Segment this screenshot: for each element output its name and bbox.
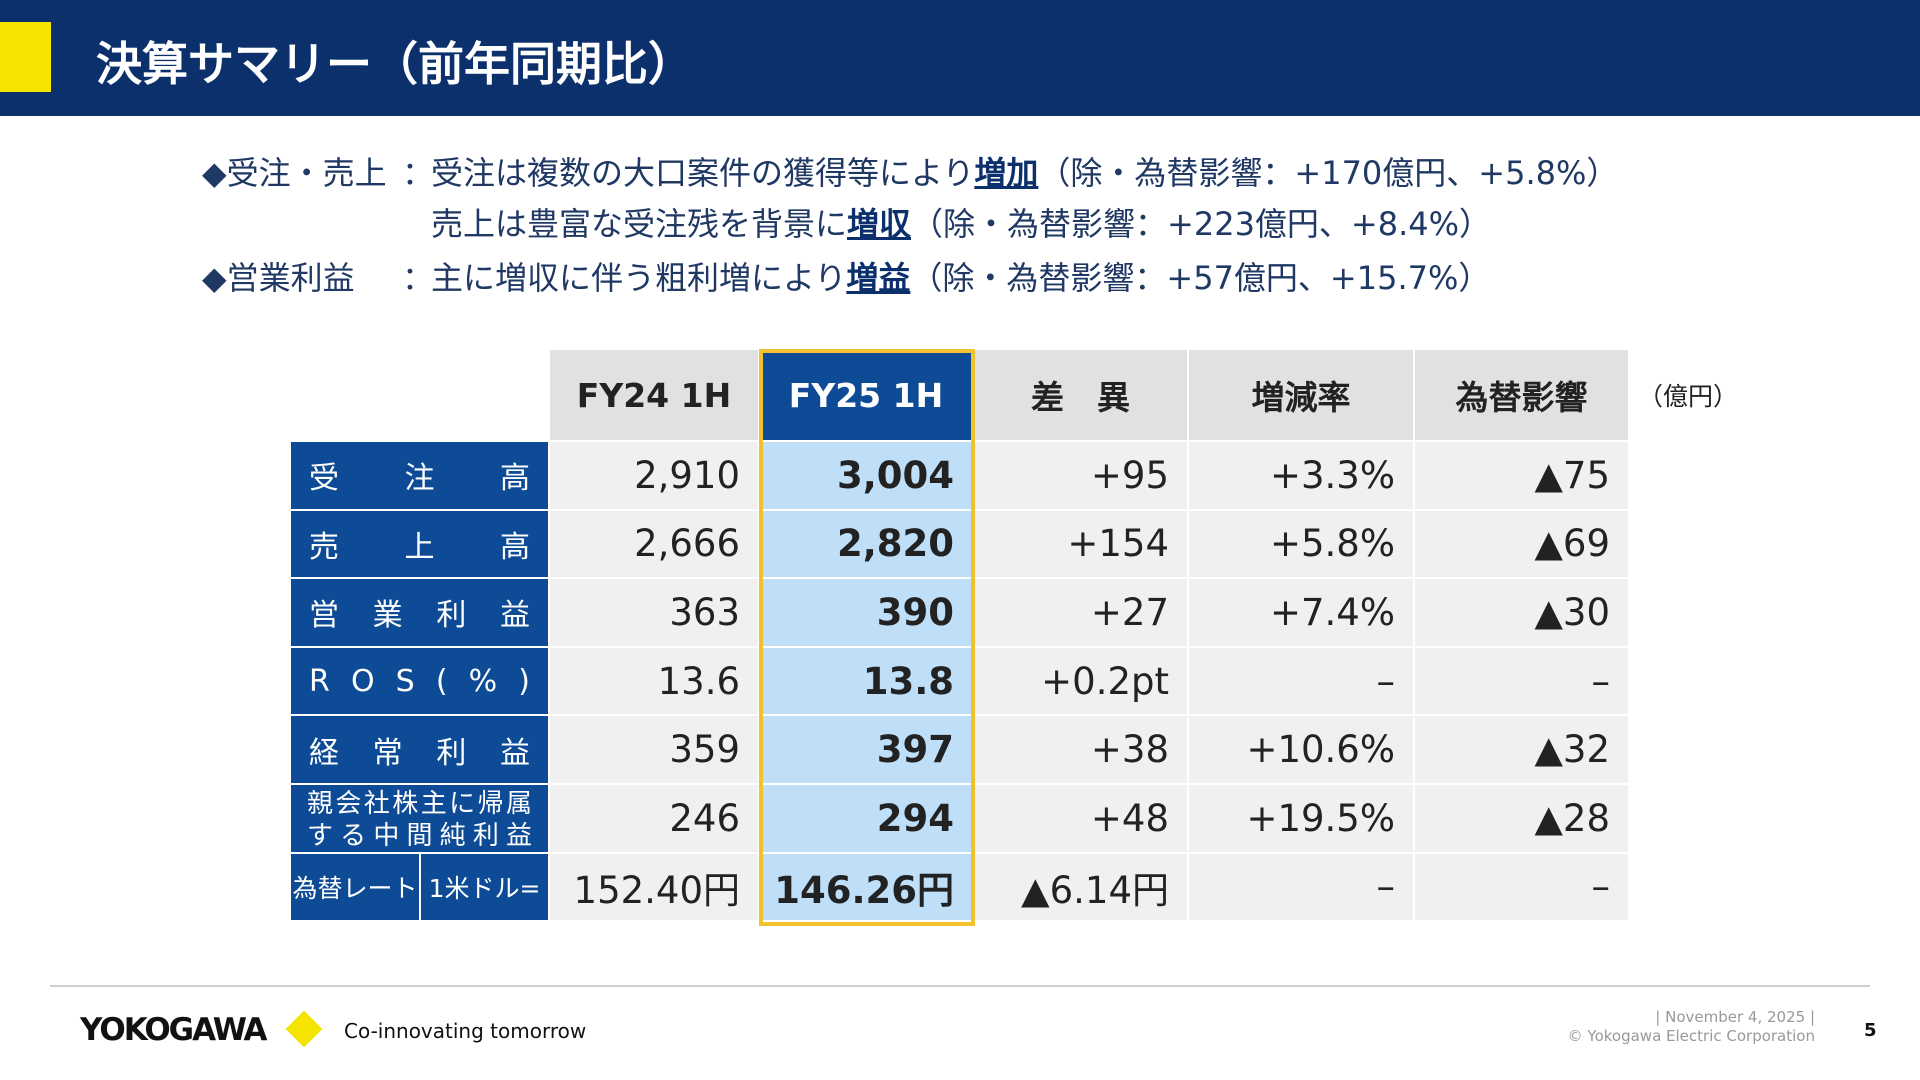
table-cell: ▲69 — [1414, 509, 1629, 579]
table-cell: ▲30 — [1414, 578, 1629, 647]
table-cell: 13.6 — [549, 646, 759, 716]
summary-note: （除・為替影響：+57億円、+15.7%） — [910, 259, 1491, 297]
table-cell: +95 — [973, 441, 1188, 510]
title: 決算サマリー（前年同期比） — [96, 37, 694, 91]
summary-note: （除・為替影響：+223億円、+8.4%） — [911, 205, 1492, 243]
brand: YOKOGAWA — [80, 1012, 268, 1048]
row-label: 売上高 — [290, 509, 549, 579]
table-cell: +19.5% — [1188, 784, 1414, 853]
highlight-frame — [759, 349, 975, 926]
table-cell: +38 — [973, 715, 1188, 784]
brand-diamond — [285, 1010, 323, 1048]
unit: （億円） — [1638, 382, 1739, 411]
summary-line: ◆受注・売上 ：受注は複数の大口案件の獲得等により増加（除・為替影響：+170億円… — [202, 148, 1618, 194]
table-cell: 3,004 — [759, 441, 973, 510]
table-cell: +154 — [973, 509, 1188, 579]
table-cell: 294 — [759, 784, 973, 853]
table-cell: +5.8% — [1188, 509, 1414, 579]
table-cell: 397 — [759, 715, 973, 784]
table-cell: 2,666 — [549, 509, 759, 579]
row-label: R O S(%) — [290, 646, 549, 716]
separator: ： — [402, 154, 435, 192]
table-cell: – — [1188, 646, 1414, 716]
table-cell: 152.40円 — [549, 852, 759, 922]
table-cell: +3.3% — [1188, 441, 1414, 510]
table-cell: 246 — [549, 784, 759, 853]
row-label: 営業利益 — [290, 578, 549, 647]
row-label: 親会社株主に帰属する中間純利益 — [290, 784, 549, 853]
summary-emphasis: 増益 — [846, 259, 911, 297]
column-header: FY24 1H — [549, 349, 759, 441]
summary-emphasis: 増加 — [974, 154, 1039, 192]
table-cell: +48 — [973, 784, 1188, 853]
row-label: 為替レート — [290, 852, 420, 922]
row-label: 受注高 — [290, 441, 549, 510]
table-cell: ▲32 — [1414, 715, 1629, 784]
table-cell: +7.4% — [1188, 578, 1414, 647]
table-cell: 2,820 — [759, 509, 973, 579]
column-header: 為替影響 — [1414, 349, 1629, 441]
column-header: 増減率 — [1188, 349, 1414, 441]
summary-label: ◆受注・売上 — [202, 154, 387, 192]
table-cell: 2,910 — [549, 441, 759, 510]
tagline: Co-innovating tomorrow — [344, 1019, 587, 1043]
table-cell: – — [1414, 852, 1629, 922]
table-cell: +10.6% — [1188, 715, 1414, 784]
footer-rule — [50, 985, 1870, 987]
date: | November 4, 2025 | — [1655, 1008, 1815, 1026]
summary-line: 売上は豊富な受注残を背景に増収（除・為替影響：+223億円、+8.4%） — [431, 199, 1491, 245]
summary-text: 主に増収に伴う粗利増により — [431, 259, 847, 297]
table-cell: +0.2pt — [973, 646, 1188, 716]
table-cell: – — [1188, 852, 1414, 922]
table-cell: 146.26円 — [759, 852, 973, 922]
header-mark — [0, 22, 51, 92]
page-number: 5 — [1864, 1020, 1877, 1041]
summary-text: 売上は豊富な受注残を背景に — [431, 205, 848, 243]
header-bar: 決算サマリー（前年同期比） — [0, 0, 1920, 116]
summary-label: ◆営業利益 — [202, 259, 355, 297]
table-cell: 359 — [549, 715, 759, 784]
table-cell: ▲75 — [1414, 441, 1629, 510]
table-cell: +27 — [973, 578, 1188, 647]
table-cell: 363 — [549, 578, 759, 647]
table-cell: ▲6.14円 — [973, 852, 1188, 922]
column-header: FY25 1H — [759, 349, 973, 441]
summary-text: 受注は複数の大口案件の獲得等により — [431, 154, 975, 192]
table-cell: 390 — [759, 578, 973, 647]
separator: ： — [402, 259, 435, 297]
summary-emphasis: 増収 — [847, 205, 912, 243]
row-label: 経常利益 — [290, 715, 549, 784]
summary-line: ◆営業利益 ：主に増収に伴う粗利増により増益（除・為替影響：+57億円、+15.7… — [202, 253, 1490, 299]
column-header: 差 異 — [973, 349, 1188, 441]
table-cell: ▲28 — [1414, 784, 1629, 853]
summary-note: （除・為替影響：+170億円、+5.8%） — [1038, 154, 1619, 192]
table-cell: – — [1414, 646, 1629, 716]
copyright: © Yokogawa Electric Corporation — [1567, 1027, 1815, 1045]
row-label: 1米ドル= — [420, 852, 549, 922]
